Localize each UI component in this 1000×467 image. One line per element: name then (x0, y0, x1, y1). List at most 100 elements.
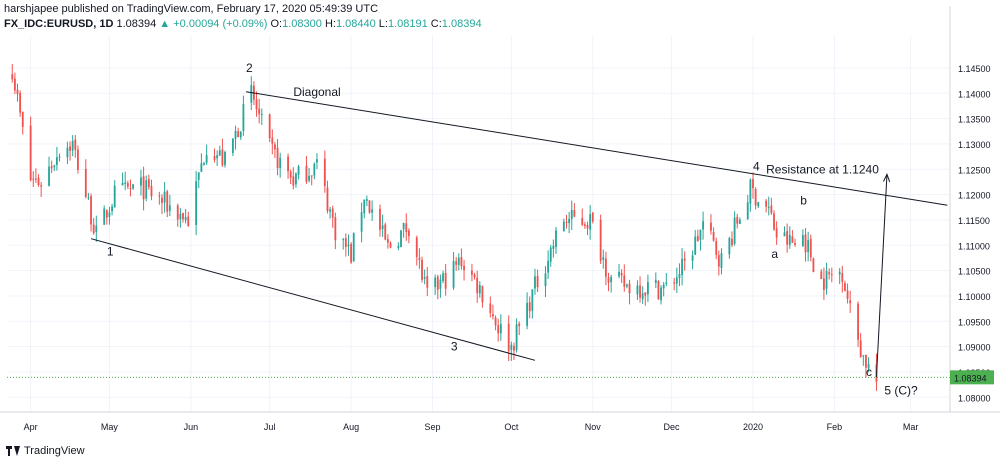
candle-body (647, 282, 649, 295)
candle-body (224, 151, 226, 166)
candle-body (40, 185, 43, 187)
candle-body (665, 282, 668, 285)
candle-body (216, 155, 219, 159)
candle-body (681, 258, 683, 275)
candle-body (636, 285, 639, 295)
candle-body (326, 187, 329, 211)
candle-body (499, 323, 502, 334)
x-tick-label: Jul (264, 422, 276, 432)
candle-body (562, 221, 565, 231)
candle-body (457, 257, 460, 265)
x-tick-label: Feb (827, 422, 843, 432)
candle-body (95, 225, 98, 232)
candle-body (641, 293, 644, 300)
candle-body (662, 284, 665, 289)
y-tick-label: 1.12000 (958, 191, 991, 201)
candle-body (788, 234, 791, 245)
candle-body (150, 185, 153, 197)
wave-label: Diagonal (293, 85, 340, 99)
candle-body (510, 344, 513, 350)
candle-body (105, 209, 108, 218)
candle-body (702, 221, 705, 230)
candle-body (526, 302, 529, 326)
y-tick-label: 1.11500 (958, 216, 990, 226)
candle-body (728, 238, 731, 255)
candle-body (415, 237, 418, 258)
candle-body (168, 205, 171, 211)
low-label: L: (378, 18, 388, 30)
candle-body (13, 78, 16, 91)
candle-body (397, 246, 400, 248)
candle-body (55, 157, 58, 165)
y-tick-label: 1.11000 (958, 241, 990, 251)
candle-body (176, 205, 179, 220)
candle-body (809, 238, 812, 258)
candle-body (607, 277, 610, 283)
candle-body (103, 208, 106, 225)
candle-body (274, 144, 276, 150)
candle-body (754, 189, 757, 206)
candle-body (507, 323, 510, 352)
y-tick-label: 1.10000 (958, 292, 991, 302)
candle-body (48, 166, 50, 186)
candle-body (620, 272, 623, 276)
candle-body (770, 205, 773, 214)
candle-body (276, 147, 279, 169)
candle-body (347, 244, 350, 247)
candle-body (421, 259, 423, 280)
open-value: 1.08300 (282, 18, 322, 30)
candle-body (846, 290, 849, 299)
wave-label: Resistance at 1.1240 (766, 162, 879, 176)
candle-body (258, 108, 261, 115)
candle-body (534, 276, 536, 289)
y-tick-label: 1.13500 (958, 115, 991, 125)
candle-body (862, 355, 865, 357)
candle-body (11, 74, 14, 80)
candle-body (313, 163, 316, 176)
candle-body (844, 283, 846, 291)
candle-body (297, 166, 300, 176)
candle-body (783, 232, 786, 237)
candle-body (368, 200, 371, 213)
candle-body (825, 270, 828, 289)
candle-body (746, 202, 749, 220)
candle-body (691, 255, 694, 261)
candle-body (200, 163, 203, 172)
candle-body (145, 180, 148, 199)
candle-body (765, 200, 768, 207)
candle-body (218, 150, 221, 156)
candle-body (473, 274, 476, 278)
candle-body (187, 216, 190, 226)
y-tick-label: 1.12500 (958, 165, 991, 175)
candle-body (166, 191, 169, 212)
candle-body (331, 208, 334, 218)
low-value: 1.08191 (387, 18, 428, 30)
candle-body (439, 279, 442, 289)
candle-body (21, 112, 24, 127)
candle-body (287, 156, 289, 172)
candle-body (733, 217, 736, 244)
candle-body (260, 113, 263, 115)
projection-arrow (875, 174, 888, 378)
candle-body (838, 271, 841, 275)
candle-body (583, 224, 586, 226)
candle-body (738, 219, 741, 224)
candle-body (673, 282, 676, 284)
candle-body (720, 253, 723, 268)
candle-body (865, 354, 867, 368)
candle-body (841, 273, 844, 282)
wave-label: c (866, 365, 872, 379)
candle-body (696, 235, 699, 242)
candle-body (19, 93, 22, 113)
candle-body (205, 155, 208, 163)
candle-body (423, 277, 426, 279)
candle-body (497, 325, 500, 334)
candle-body (213, 156, 216, 160)
publish-info: harshjapee published on TradingView.com,… (4, 3, 379, 15)
candle-body (736, 216, 739, 224)
candle-body (418, 257, 421, 260)
candle-body (492, 314, 494, 317)
y-tick-label: 1.14500 (958, 64, 991, 74)
grid (7, 36, 950, 412)
candle-body (807, 240, 810, 253)
